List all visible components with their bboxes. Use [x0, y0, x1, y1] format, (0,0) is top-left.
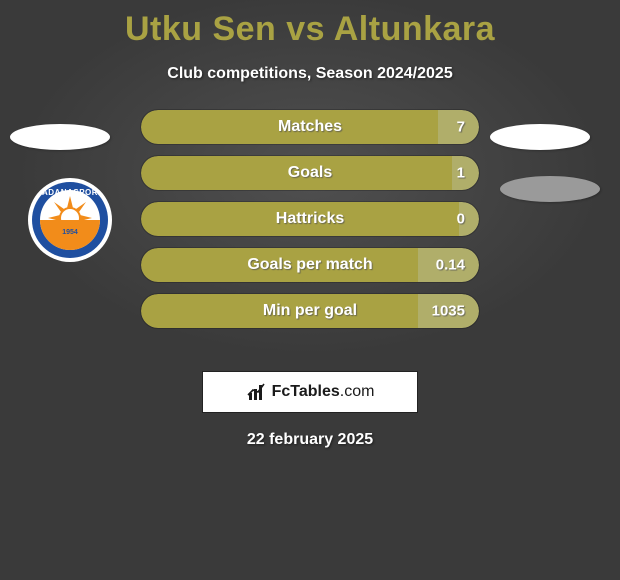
club-badge-year: 1954	[62, 229, 78, 236]
stat-bar-row: Matches 7	[140, 109, 480, 145]
player-left-pill	[10, 124, 110, 150]
stat-bar-label: Goals per match	[247, 256, 372, 274]
stat-bar-value: 0.14	[436, 257, 465, 274]
brand-box: FcTables.com	[202, 371, 418, 413]
stat-bar-label: Min per goal	[263, 302, 357, 320]
player-right-pill-bottom	[500, 176, 600, 202]
brand-main: Tables	[290, 383, 340, 400]
stat-bar-label: Matches	[278, 118, 342, 136]
brand-prefix: Fc	[272, 383, 291, 400]
comparison-title: Utku Sen vs Altunkara	[0, 0, 620, 49]
brand-suffix: .com	[340, 383, 375, 400]
stat-bar-value: 0	[457, 211, 465, 228]
player-right-pill-top	[490, 124, 590, 150]
subtitle: Club competitions, Season 2024/2025	[0, 65, 620, 83]
stat-bar-value: 1035	[432, 303, 465, 320]
stat-bar-value: 1	[457, 165, 465, 182]
stat-bar-value: 7	[457, 119, 465, 136]
comparison-content: ADANASPOR 1954 Matches7Goals1Hattrick	[0, 109, 620, 349]
date-label: 22 february 2025	[0, 431, 620, 449]
stat-bar-row: Hattricks 0	[140, 201, 480, 237]
stat-bar-row: Goals per match 0.14	[140, 247, 480, 283]
stat-bar-label: Hattricks	[276, 210, 344, 228]
stat-bar-row: Goals 1	[140, 155, 480, 191]
stat-bar-row: Min per goal 1035	[140, 293, 480, 329]
bar-chart-icon	[246, 381, 268, 403]
club-badge: ADANASPOR 1954	[28, 178, 112, 262]
stat-bar-label: Goals	[288, 164, 332, 182]
club-badge-inner: 1954	[40, 190, 100, 250]
stat-bars: Matches 7 Goals 1 Hattricks 0 Goals per match 0…	[140, 109, 480, 339]
brand-text: FcTables.com	[272, 383, 375, 401]
